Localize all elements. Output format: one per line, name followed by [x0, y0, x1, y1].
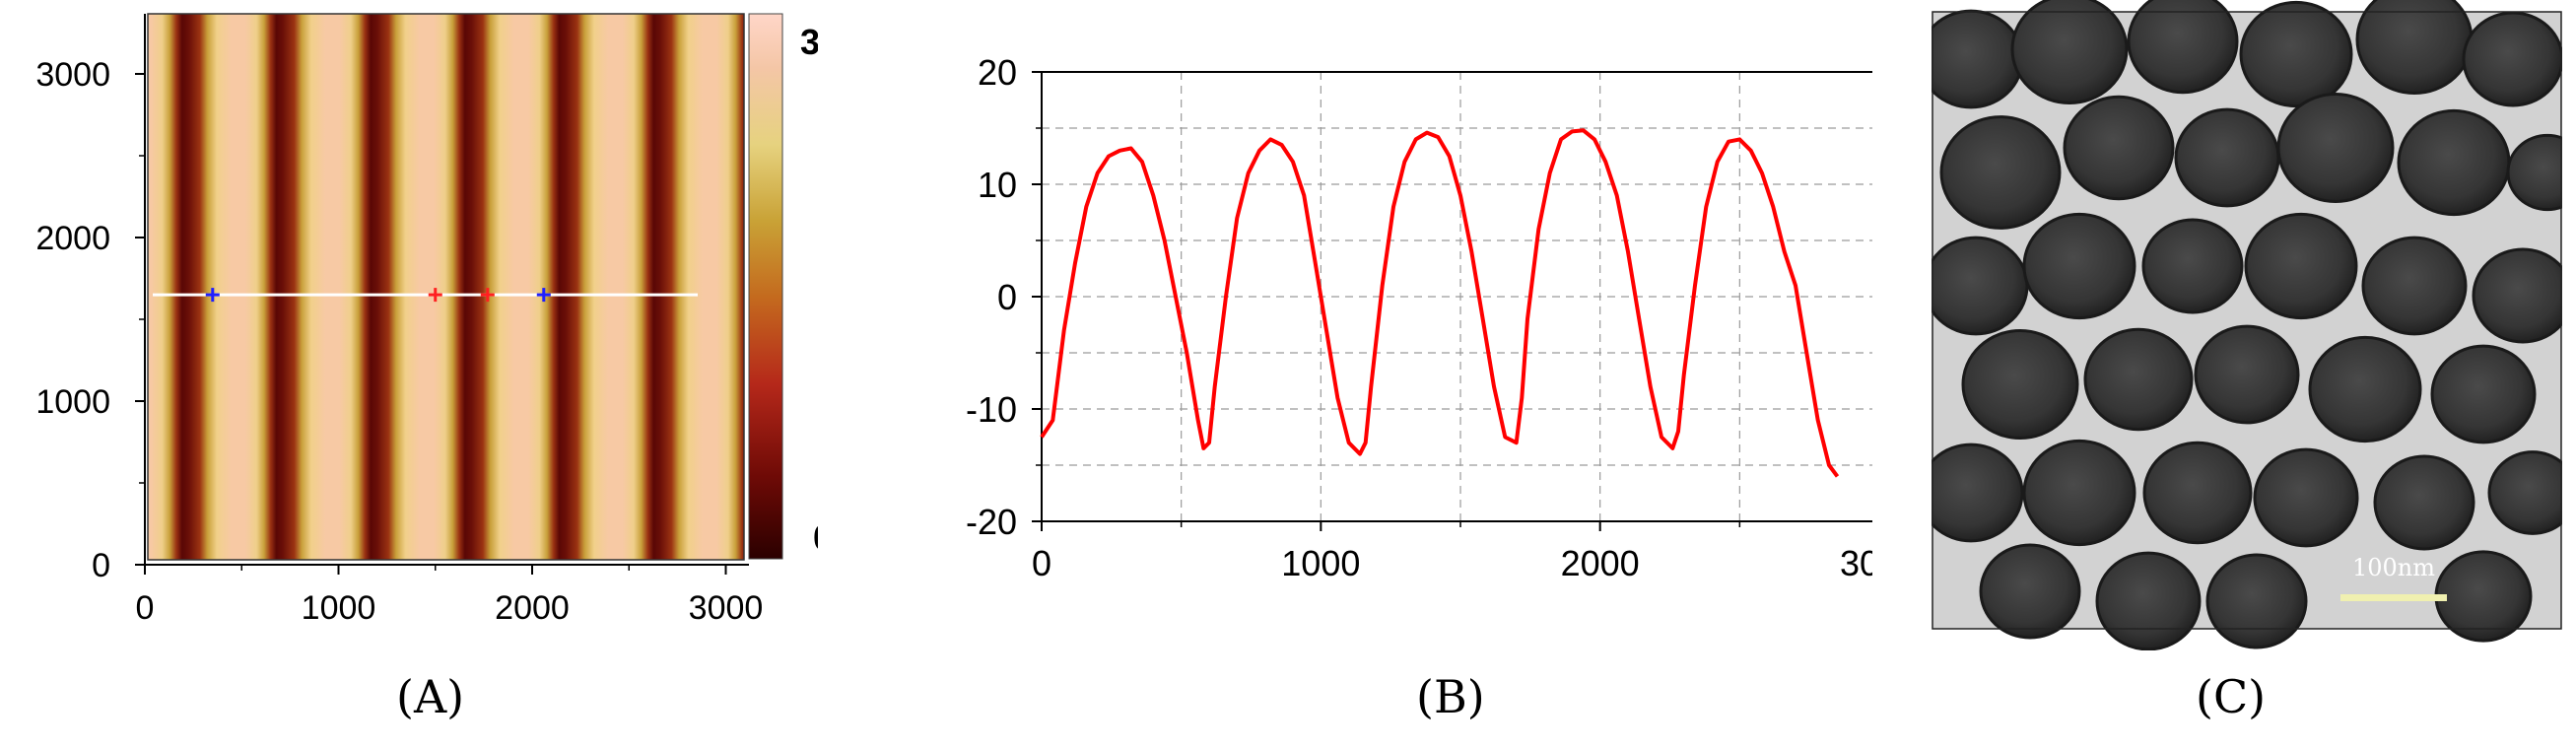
- nanoparticle: [2430, 344, 2537, 444]
- tem-nanoparticles: [1932, 0, 2562, 650]
- nanoparticle: [2142, 441, 2253, 545]
- panel-a-afm-image: 0 1000 2000 3000 0 1000 2000 3000 37nm 0: [35, 13, 818, 627]
- nanoparticle: [2361, 236, 2468, 336]
- afm-image-area: [148, 14, 744, 560]
- nanoparticle: [2244, 212, 2358, 320]
- afm-image-frame: [147, 13, 745, 561]
- tem-image-background: [1932, 12, 2561, 629]
- nanoparticle: [2276, 92, 2395, 204]
- nanoparticle: [1961, 328, 2079, 441]
- colorbar-min-label: 0: [813, 517, 818, 558]
- colorbar: [748, 13, 783, 560]
- profile-series-line: [1040, 128, 1840, 478]
- caption-c: (C): [2196, 670, 2267, 723]
- nanoparticle: [1932, 443, 2024, 543]
- nanoparticle: [1979, 543, 2081, 640]
- nanoparticle: [2063, 95, 2175, 201]
- nanoparticle: [2506, 133, 2562, 212]
- nanoparticle: [2308, 335, 2422, 443]
- profile-y-tick-label: 20: [978, 52, 1017, 93]
- nanoparticle: [2434, 550, 2533, 643]
- profile-y-tick-label: -10: [966, 389, 1017, 430]
- nanoparticle: [2253, 447, 2359, 548]
- afm-x-tick-label: 2000: [495, 589, 570, 627]
- nanoparticle: [2022, 212, 2136, 320]
- panel-c-tem-image: 100nm: [1932, 0, 2562, 650]
- panel-b-line-profile: 0 1000 2000 3000 -20 -10 0 10 20: [966, 52, 1872, 583]
- profile-x-tick-label: 1000: [1281, 543, 1360, 583]
- afm-y-tick-label: 2000: [35, 220, 110, 257]
- nanoparticle: [2010, 0, 2129, 105]
- afm-x-tick-label: 3000: [689, 589, 764, 627]
- tem-image-frame: [1932, 11, 2562, 630]
- profile-y-tick-label: -20: [966, 502, 1017, 542]
- scale-bar-label: 100nm: [2352, 554, 2435, 581]
- nanoparticle: [2127, 0, 2239, 95]
- nanoparticle: [1932, 236, 2029, 336]
- profile-axes: 0 1000 2000 3000 -20 -10 0 10 20: [966, 52, 1872, 583]
- nanoparticle: [1939, 115, 2062, 230]
- scan-marker: [480, 288, 495, 303]
- afm-scan-markers: [205, 288, 551, 303]
- profile-x-tick-label: 2000: [1561, 543, 1640, 583]
- scan-marker: [428, 288, 442, 303]
- nanoparticle: [2487, 450, 2562, 535]
- scan-marker: [205, 288, 220, 303]
- scale-bar: [2340, 594, 2447, 601]
- nanoparticle: [2141, 218, 2244, 314]
- nanoparticle: [2397, 108, 2511, 217]
- nanoparticle: [1932, 9, 2024, 109]
- afm-y-tick-label: 1000: [35, 383, 110, 421]
- profile-x-tick-label: 0: [1032, 543, 1051, 583]
- colorbar-max-label: 37nm: [800, 22, 818, 62]
- profile-x-tick-label: 3000: [1840, 543, 1872, 583]
- nanoparticle: [2174, 107, 2280, 208]
- afm-x-tick-label: 1000: [302, 589, 376, 627]
- caption-a: (A): [396, 670, 465, 723]
- profile-y-tick-label: 10: [978, 165, 1017, 205]
- afm-y-tick-label: 0: [92, 547, 110, 584]
- afm-x-tick-label: 0: [136, 589, 155, 627]
- nanoparticle: [2083, 327, 2194, 432]
- nanoparticle: [2355, 0, 2474, 96]
- profile-y-tick-label: 0: [997, 277, 1017, 317]
- nanoparticle: [2373, 454, 2475, 551]
- nanoparticle: [2095, 551, 2202, 650]
- nanoparticle: [2472, 247, 2562, 344]
- profile-grid: [1042, 72, 1872, 521]
- nanoparticle: [2239, 0, 2353, 108]
- nanoparticle: [2205, 553, 2308, 649]
- caption-b: (B): [1416, 670, 1485, 723]
- nanoparticle: [2462, 11, 2562, 107]
- afm-y-tick-label: 3000: [35, 56, 110, 94]
- nanoparticle: [2194, 324, 2300, 425]
- afm-axes: 0 1000 2000 3000 0 1000 2000 3000: [35, 14, 763, 627]
- scan-marker: [536, 288, 551, 303]
- nanoparticle: [2022, 439, 2136, 547]
